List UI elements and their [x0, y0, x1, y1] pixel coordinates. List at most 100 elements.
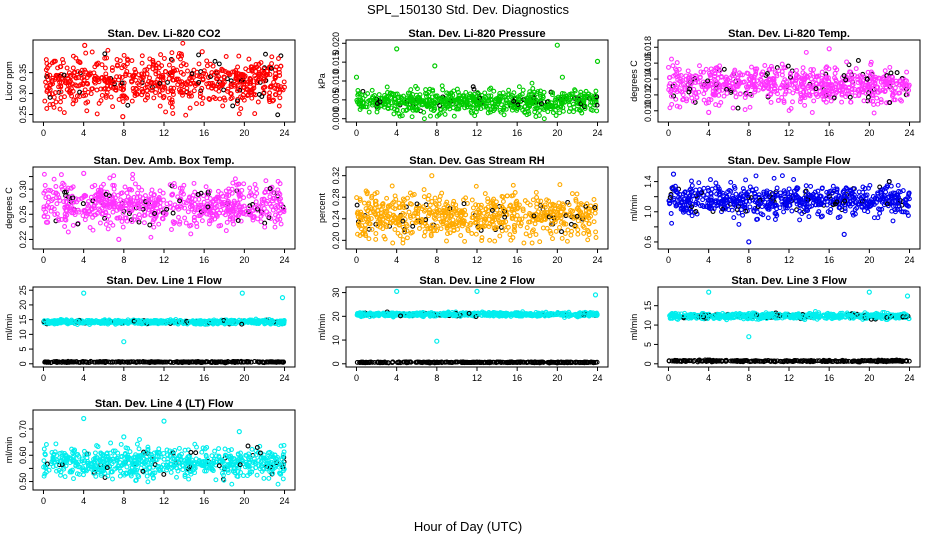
data-point — [61, 110, 67, 116]
data-point — [120, 224, 126, 230]
data-point — [671, 73, 676, 79]
data-point — [562, 231, 568, 236]
data-point — [469, 231, 475, 236]
data-point — [392, 97, 398, 102]
points — [42, 40, 287, 120]
data-point — [788, 74, 793, 80]
data-point — [241, 97, 247, 103]
data-point — [215, 69, 221, 75]
data-point — [832, 65, 838, 71]
data-point — [249, 87, 255, 93]
data-point — [806, 92, 812, 98]
data-point — [47, 102, 53, 108]
data-point — [94, 87, 100, 93]
data-point — [813, 86, 819, 92]
data-point — [844, 59, 850, 65]
data-point — [683, 77, 689, 82]
data-point — [721, 93, 727, 99]
data-point — [181, 199, 187, 205]
data-point — [593, 229, 599, 235]
data-point — [825, 88, 831, 94]
outlier-point — [82, 42, 88, 49]
data-point — [246, 68, 251, 74]
data-point — [533, 189, 539, 195]
data-point — [162, 69, 168, 74]
data-point — [191, 88, 197, 94]
data-point — [487, 237, 493, 243]
data-point — [132, 90, 138, 96]
data-point — [116, 77, 122, 83]
data-point — [169, 97, 175, 103]
data-point — [107, 175, 113, 181]
data-point — [136, 72, 142, 78]
data-point — [199, 101, 205, 107]
data-point — [409, 114, 415, 120]
data-point — [197, 74, 202, 79]
data-point — [451, 113, 457, 119]
outlier-point — [554, 42, 560, 48]
data-point — [550, 90, 556, 96]
data-point — [524, 225, 530, 231]
data-point — [802, 72, 808, 78]
data-point — [792, 85, 798, 91]
data-point — [102, 65, 108, 71]
outlier-point — [116, 236, 122, 242]
data-point — [139, 187, 145, 193]
data-point — [892, 85, 898, 91]
data-point — [859, 74, 865, 80]
data-point — [592, 93, 598, 99]
x-tick-label: 8 — [121, 255, 126, 265]
data-point — [186, 93, 192, 99]
data-point — [110, 104, 116, 110]
outlier-point — [559, 74, 566, 80]
y-tick-label: 0 — [18, 361, 28, 366]
data-point — [276, 103, 282, 109]
x-tick-label: 20 — [552, 128, 562, 138]
data-point — [221, 74, 227, 80]
data-point — [506, 87, 512, 93]
data-point — [421, 194, 427, 200]
data-point — [388, 100, 394, 106]
data-point — [268, 83, 274, 89]
data-point — [530, 86, 536, 91]
data-point — [733, 94, 739, 100]
data-point — [113, 87, 119, 93]
data-point — [244, 93, 250, 99]
y-tick-label: 0.6 — [643, 236, 653, 249]
data-point — [888, 70, 894, 76]
data-point — [865, 94, 871, 100]
data-point — [91, 70, 97, 76]
data-point — [70, 101, 76, 107]
data-point — [130, 73, 135, 79]
data-point — [758, 76, 763, 82]
data-point — [402, 100, 408, 106]
data-point — [785, 63, 791, 69]
data-point — [384, 84, 390, 90]
data-point — [701, 91, 707, 97]
outlier-point — [394, 46, 400, 52]
x-tick-label: 24 — [280, 128, 290, 138]
data-point — [522, 103, 528, 109]
data-point — [747, 76, 753, 82]
data-point — [758, 81, 764, 87]
data-point — [771, 175, 777, 181]
data-point — [84, 108, 90, 114]
data-point — [689, 178, 694, 184]
data-point — [492, 103, 498, 109]
x-tick-label: 16 — [512, 128, 522, 138]
data-point — [592, 210, 598, 216]
data-point — [221, 87, 227, 93]
data-point — [485, 110, 491, 116]
data-point — [276, 66, 282, 72]
data-point — [211, 94, 217, 100]
data-point — [187, 105, 193, 111]
data-point — [769, 66, 775, 72]
data-point — [473, 101, 479, 107]
data-point — [108, 220, 114, 226]
data-point — [740, 79, 746, 85]
x-tick-label: 0 — [354, 128, 359, 138]
data-point — [737, 70, 742, 76]
data-point — [705, 78, 711, 84]
data-point — [66, 70, 72, 76]
data-point — [157, 188, 163, 194]
